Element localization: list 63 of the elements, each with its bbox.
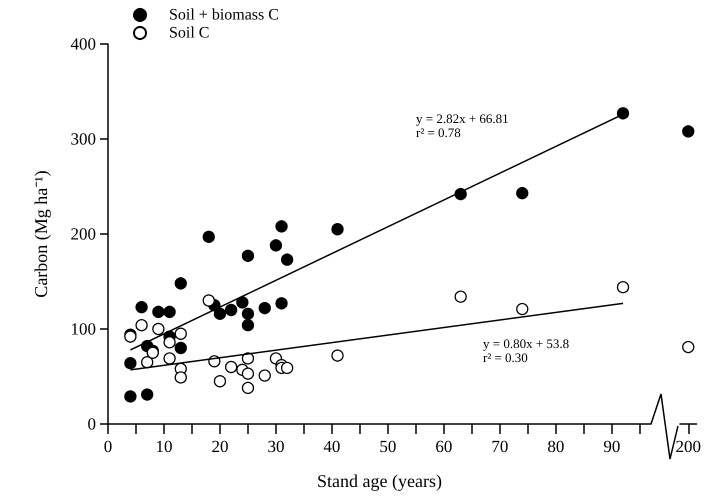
point bbox=[163, 306, 176, 318]
point bbox=[124, 390, 137, 403]
point bbox=[202, 294, 215, 307]
legend-label: Soil C bbox=[169, 24, 210, 42]
point bbox=[236, 296, 248, 309]
point bbox=[242, 308, 254, 320]
x-tick-label: 30 bbox=[267, 437, 284, 456]
x-tick-label: 90 bbox=[603, 437, 620, 456]
point bbox=[242, 368, 254, 380]
point bbox=[214, 375, 226, 388]
point bbox=[616, 281, 630, 294]
annotation: y = 0.80x + 53.8 bbox=[483, 336, 570, 351]
point bbox=[174, 277, 187, 290]
annotation: r² = 0.78 bbox=[416, 125, 461, 140]
point bbox=[214, 308, 226, 320]
y-tick-label: 0 bbox=[88, 414, 96, 434]
point bbox=[163, 336, 176, 348]
y-axis-title: Carbon (Mg ha⁻¹) bbox=[31, 170, 51, 298]
point bbox=[275, 220, 288, 233]
legend-label: Soil + biomass C bbox=[169, 6, 279, 24]
point bbox=[163, 352, 176, 365]
x-tick-label: 40 bbox=[323, 437, 340, 456]
x-tick-label: 70 bbox=[491, 437, 508, 456]
point bbox=[280, 254, 294, 266]
point bbox=[135, 319, 148, 332]
point bbox=[516, 187, 528, 200]
y-tick-label: 300 bbox=[70, 130, 96, 148]
point bbox=[616, 107, 630, 120]
point bbox=[242, 319, 254, 332]
point bbox=[258, 369, 271, 382]
point bbox=[141, 388, 154, 401]
point bbox=[270, 239, 282, 252]
point bbox=[152, 322, 165, 336]
point bbox=[258, 302, 271, 314]
point bbox=[516, 302, 528, 316]
annotation: y = 2.82x + 66.81 bbox=[416, 111, 509, 126]
y-tick-label: 400 bbox=[70, 34, 96, 54]
point bbox=[152, 306, 165, 318]
x-tick-label: 20 bbox=[211, 437, 228, 456]
x-tick-label: 60 bbox=[435, 437, 452, 456]
x-tick-label: 80 bbox=[547, 437, 564, 456]
point bbox=[242, 250, 254, 262]
point bbox=[242, 382, 254, 394]
point bbox=[331, 223, 344, 236]
x-tick-label: 10 bbox=[155, 437, 172, 456]
point bbox=[174, 342, 187, 354]
point bbox=[331, 349, 344, 362]
point bbox=[225, 304, 238, 316]
point bbox=[202, 230, 215, 243]
point bbox=[174, 371, 187, 384]
y-tick-label: 200 bbox=[70, 224, 96, 244]
x-tick-label: 0 bbox=[104, 437, 112, 456]
point bbox=[135, 301, 148, 314]
point bbox=[280, 362, 294, 374]
point bbox=[225, 360, 238, 374]
x-axis-title: Stand age (years) bbox=[317, 471, 442, 491]
y-tick-label: 100 bbox=[70, 320, 96, 338]
annotation: r² = 0.30 bbox=[483, 350, 528, 365]
x-tick-label: 200 bbox=[676, 437, 701, 456]
point bbox=[275, 297, 288, 310]
point bbox=[124, 357, 137, 370]
x-tick-label: 50 bbox=[379, 437, 396, 456]
point bbox=[454, 290, 467, 303]
